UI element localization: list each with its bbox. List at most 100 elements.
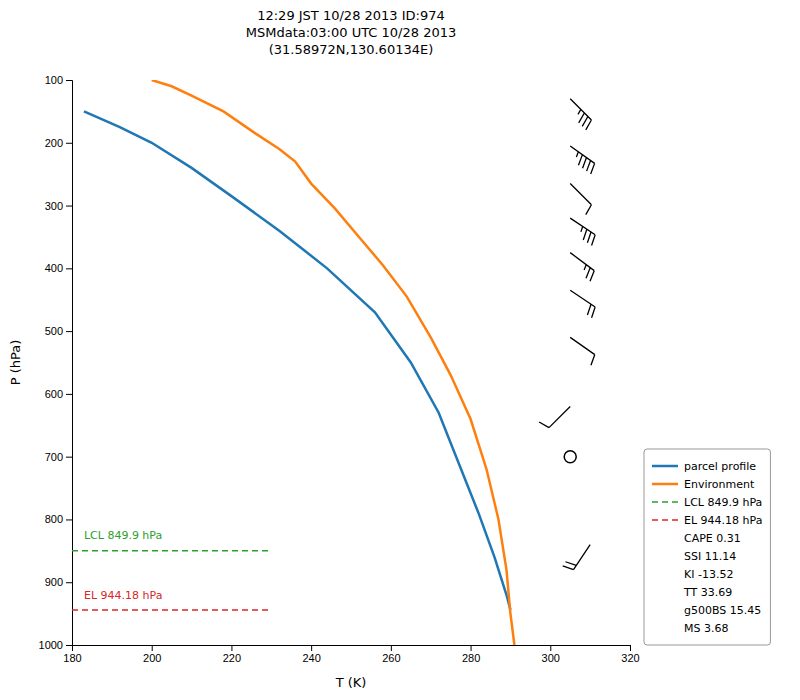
- series-line: [72, 609, 271, 611]
- tick-mark: [66, 582, 72, 583]
- legend-label: LCL 849.9 hPa: [684, 496, 762, 509]
- legend-entry: TT 33.69: [683, 586, 732, 599]
- tick-mark: [66, 268, 72, 269]
- legend-swatch: [652, 519, 678, 521]
- tick-mark: [66, 645, 72, 646]
- wind-barb: [563, 545, 590, 570]
- legend-label: MS 3.68: [684, 622, 728, 635]
- legend: parcel profile Environment LCL 849.9 hPa EL…: [644, 449, 770, 645]
- tick-label: 220: [223, 652, 241, 664]
- legend-entry: KI -13.52: [684, 568, 733, 581]
- wind-barb: [570, 218, 595, 245]
- tick: 800: [45, 513, 72, 525]
- tick-label: 700: [45, 451, 63, 463]
- y-axis: 100 200 300 400 500 600 700 800 900 1000: [39, 74, 73, 651]
- tick-mark: [66, 143, 72, 144]
- axis-line: [73, 646, 631, 652]
- tick: 200: [45, 137, 72, 149]
- tick-mark: [231, 645, 232, 651]
- series-line: [152, 80, 515, 645]
- tick-label: 400: [45, 262, 63, 274]
- title: 12:29 JST 10/28 2013 ID:974 MSMdata:03:00…: [246, 8, 457, 57]
- wind-barb: [570, 184, 591, 215]
- tick: 280: [462, 645, 480, 664]
- tick: 900: [45, 576, 72, 588]
- tick: 200: [143, 645, 161, 664]
- tick: 240: [302, 645, 320, 664]
- legend-entry: g500BS 15.45: [684, 604, 761, 617]
- legend-label: EL 944.18 hPa: [684, 514, 762, 527]
- legend-swatch: [652, 465, 678, 468]
- title-line: 12:29 JST 10/28 2013 ID:974: [257, 8, 445, 23]
- legend-label: KI -13.52: [684, 568, 733, 581]
- tick-label: 100: [45, 74, 63, 86]
- legend-swatch: [652, 483, 678, 486]
- tick-mark: [66, 519, 72, 520]
- tick: 400: [45, 262, 72, 274]
- legend-label: g500BS 15.45: [684, 604, 761, 617]
- wind-barb: [539, 406, 570, 427]
- wind-barb: [570, 146, 594, 174]
- tick-label: 320: [621, 652, 639, 664]
- legend-entry: CAPE 0.31: [684, 532, 741, 545]
- tick-label: 200: [45, 137, 63, 149]
- tick-label: 500: [45, 325, 63, 337]
- tick-mark: [66, 457, 72, 458]
- tick: 500: [45, 325, 72, 337]
- wind-barb: [570, 337, 595, 365]
- legend-swatch: [652, 501, 678, 503]
- tick: 180: [63, 645, 81, 664]
- legend-label: CAPE 0.31: [684, 532, 741, 545]
- legend-label: TT 33.69: [683, 586, 732, 599]
- tick: 320: [621, 645, 639, 664]
- tick-mark: [66, 394, 72, 395]
- title-line: (31.58972N,130.60134E): [269, 42, 434, 57]
- chart: 180 200 220 240 260 280 300 320 100 200 300 400 500 6…: [0, 0, 800, 700]
- tick-mark: [311, 645, 312, 651]
- legend-entry: parcel profile: [652, 460, 756, 473]
- legend-entry: EL 944.18 hPa: [652, 514, 762, 527]
- legend-label: parcel profile: [684, 460, 756, 473]
- tick-label: 600: [45, 388, 63, 400]
- tick-mark: [630, 645, 631, 651]
- tick: 100: [45, 74, 72, 86]
- tick-label: 300: [542, 652, 560, 664]
- tick-label: 180: [63, 652, 81, 664]
- legend-entry: MS 3.68: [684, 622, 728, 635]
- tick: 1000: [39, 639, 72, 651]
- x-axis-title: T (K): [335, 675, 367, 690]
- tick: 300: [45, 200, 72, 212]
- tick-mark: [391, 645, 392, 651]
- axis-line: [66, 81, 73, 646]
- legend-entry: SSI 11.14: [684, 550, 736, 563]
- legend-label: SSI 11.14: [684, 550, 736, 563]
- title-line: MSMdata:03:00 UTC 10/28 2013: [246, 25, 457, 40]
- legend-entry: Environment: [652, 478, 755, 491]
- wind-barb: [570, 290, 595, 317]
- legend-frame: [644, 449, 770, 645]
- legend-entry: LCL 849.9 hPa: [652, 496, 762, 509]
- tick-label: 200: [143, 652, 161, 664]
- tick-mark: [471, 645, 472, 651]
- marks: [72, 80, 595, 645]
- tick-label: 260: [382, 652, 400, 664]
- y-axis-title: P (hPa): [8, 340, 23, 386]
- wind-barb: [570, 253, 594, 282]
- tick-label: 280: [462, 652, 480, 664]
- tick: 700: [45, 451, 72, 463]
- tick-label: 900: [45, 576, 63, 588]
- tick-label: 300: [45, 200, 63, 212]
- tick: 600: [45, 388, 72, 400]
- tick-mark: [66, 206, 72, 207]
- annotation: LCL 849.9 hPa: [84, 529, 162, 542]
- legend-label: Environment: [684, 478, 755, 491]
- annotation: EL 944.18 hPa: [84, 589, 162, 602]
- x-axis: 180 200 220 240 260 280 300 320: [63, 645, 639, 664]
- tick-mark: [550, 645, 551, 651]
- wind-calm: [564, 451, 576, 463]
- tick-mark: [66, 80, 72, 81]
- tick: 260: [382, 645, 400, 664]
- tick-label: 1000: [39, 639, 63, 651]
- tick-mark: [66, 331, 72, 332]
- tick-label: 240: [302, 652, 320, 664]
